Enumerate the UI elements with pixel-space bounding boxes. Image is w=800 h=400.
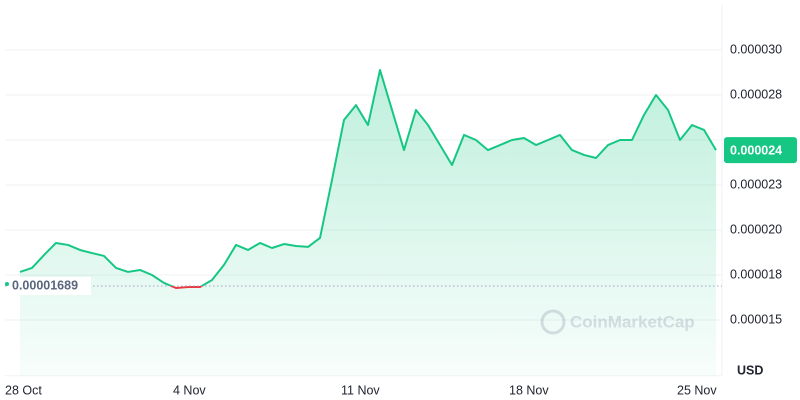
reference-label-bg xyxy=(9,276,91,295)
price-tag-label: 0.000024 xyxy=(730,143,782,157)
y-tick-label: 0.000018 xyxy=(730,267,782,281)
watermark: CoinMarketCap xyxy=(540,309,695,335)
y-tick-label: 0.000028 xyxy=(730,87,782,101)
watermark-text: CoinMarketCap xyxy=(570,312,695,331)
x-tick-label: 4 Nov xyxy=(173,383,206,397)
reference-dot xyxy=(5,281,9,286)
y-tick-label: 0.000023 xyxy=(730,177,782,191)
reference-label: 0.00001689 xyxy=(12,278,78,292)
x-tick-label: 11 Nov xyxy=(341,383,380,397)
x-tick-label: 25 Nov xyxy=(677,383,717,397)
x-tick-label: 18 Nov xyxy=(509,383,549,397)
x-tick-label: 28 Oct xyxy=(5,383,42,397)
currency-label: USD xyxy=(737,363,763,377)
y-tick-label: 0.000030 xyxy=(730,42,782,56)
price-line xyxy=(19,68,717,289)
area xyxy=(20,69,716,376)
price-tag xyxy=(724,137,797,164)
y-tick-label: 0.000015 xyxy=(730,312,782,326)
y-tick-label: 0.000020 xyxy=(730,222,782,236)
